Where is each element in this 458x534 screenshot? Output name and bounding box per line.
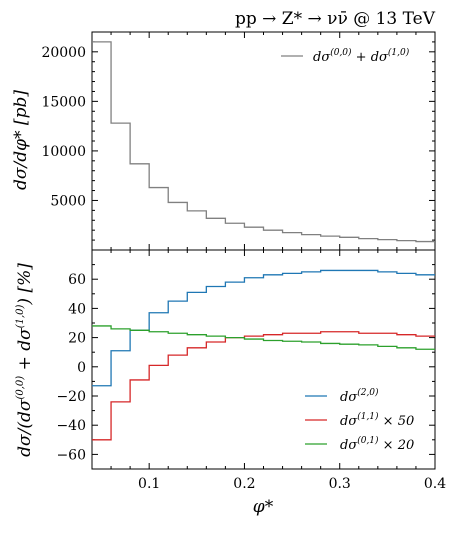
bottom-y-tick-label: 60	[68, 272, 86, 288]
top-legend-sup2: (1,0)	[388, 47, 410, 58]
top-axis-ticks: 5000 10000 15000 20000	[41, 32, 436, 250]
bottom-legend: dσ(2,0) dσ(1,1) × 50 dσ(0,1) × 20	[305, 387, 414, 453]
bottom-y-tick-label: 0	[77, 360, 86, 376]
bottom-y-tick-label: −60	[56, 447, 86, 463]
legend-green-sup: (0,1)	[357, 435, 379, 446]
bottom-y-tick-label: 40	[68, 301, 86, 317]
top-series-line-0	[92, 41, 435, 243]
bottom-ylabel-b: + dσ	[15, 328, 35, 376]
legend-blue-sup: (2,0)	[357, 387, 379, 398]
top-series-group	[92, 41, 435, 243]
top-y-tick-label: 10000	[41, 144, 86, 160]
bottom-y-axis-label: dσ/(dσ(0,0) + dσ(1,0)) [%]	[15, 263, 35, 457]
top-y-axis-label: dσ/dφ* [pb]	[11, 90, 31, 190]
legend-red-main: dσ	[340, 414, 358, 429]
chart-title: pp → Z* → νν̄ @ 13 TeV	[235, 9, 436, 29]
legend-red-sup: (1,1)	[357, 411, 379, 422]
bottom-series-line-0	[92, 269, 435, 387]
bottom-ylabel-a: dσ/(dσ	[15, 399, 35, 457]
legend-red-tail: × 50	[379, 414, 415, 429]
bottom-series-group	[92, 269, 435, 441]
legend-green-main: dσ	[340, 438, 358, 453]
bottom-ylabel-sup1: (0,0)	[15, 376, 26, 400]
bottom-x-tick-label: 0.4	[424, 476, 446, 492]
bottom-ylabel-sup2: (1,0)	[15, 304, 26, 328]
bottom-series-line-2	[92, 325, 435, 350]
x-axis-label: φ*	[253, 497, 274, 517]
bottom-series-line-1	[92, 331, 435, 441]
bottom-axis-ticks: −60 −40 −20 0 20 40 60 0.1 0.2 0.3 0.4	[56, 250, 446, 492]
legend-label-green: dσ(0,1) × 20	[340, 435, 414, 453]
bottom-x-tick-label: 0.3	[329, 476, 351, 492]
legend-label-red: dσ(1,1) × 50	[340, 411, 414, 429]
legend-label-blue: dσ(2,0)	[340, 387, 379, 405]
top-legend-label: dσ(0,0) + dσ(1,0)	[313, 47, 410, 65]
bottom-y-tick-label: −20	[56, 389, 86, 405]
top-legend-sup: (0,0)	[330, 47, 352, 58]
top-legend: dσ(0,0) + dσ(1,0)	[281, 47, 410, 65]
bottom-y-tick-label: −40	[56, 418, 86, 434]
bottom-y-tick-label: 20	[68, 331, 86, 347]
top-y-tick-label: 15000	[41, 94, 86, 110]
bottom-x-tick-label: 0.1	[138, 476, 160, 492]
legend-blue-main: dσ	[340, 390, 358, 405]
top-y-tick-label: 5000	[50, 193, 86, 209]
top-y-tick-label: 20000	[41, 45, 86, 61]
bottom-x-tick-label: 0.2	[233, 476, 255, 492]
legend-green-tail: × 20	[379, 438, 415, 453]
bottom-plot-frame	[91, 249, 436, 470]
top-legend-main: dσ	[313, 50, 331, 65]
top-legend-mid: + dσ	[352, 50, 389, 65]
bottom-ylabel-c: ) [%]	[15, 263, 35, 306]
